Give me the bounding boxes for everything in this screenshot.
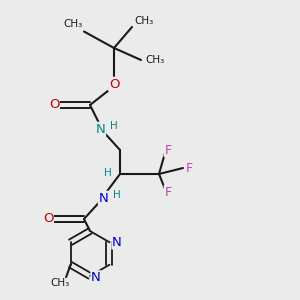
Text: O: O [109,77,119,91]
Text: H: H [112,190,120,200]
Text: O: O [49,98,59,112]
Text: H: H [104,167,112,178]
Text: CH₃: CH₃ [134,16,154,26]
Text: F: F [185,161,193,175]
Text: N: N [112,236,122,249]
Text: CH₃: CH₃ [50,278,70,289]
Text: F: F [164,185,172,199]
Text: N: N [91,271,101,284]
Text: CH₃: CH₃ [64,19,83,29]
Text: F: F [164,143,172,157]
Text: CH₃: CH₃ [145,55,164,65]
Text: O: O [43,212,53,226]
Text: N: N [96,122,105,136]
Text: H: H [110,121,118,131]
Text: N: N [99,191,108,205]
